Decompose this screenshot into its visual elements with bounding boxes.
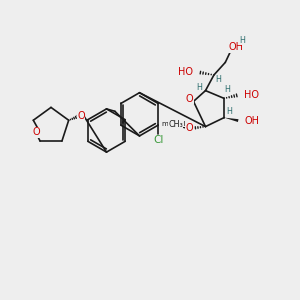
Text: H: H: [215, 75, 221, 84]
Text: Cl: Cl: [154, 135, 164, 145]
Text: CH₃: CH₃: [168, 120, 183, 129]
Text: OH: OH: [244, 116, 259, 126]
Text: O: O: [33, 127, 40, 137]
Text: O: O: [185, 123, 193, 133]
Polygon shape: [224, 118, 238, 122]
Text: H: H: [226, 106, 232, 116]
Text: methyl: methyl: [171, 124, 176, 125]
Text: H: H: [224, 85, 230, 94]
Text: OH: OH: [229, 42, 244, 52]
Text: HO: HO: [244, 90, 259, 100]
Text: H: H: [239, 36, 245, 45]
Text: H: H: [196, 82, 202, 91]
Text: methyl: methyl: [161, 121, 186, 127]
Text: O: O: [185, 94, 193, 104]
Text: O: O: [77, 111, 85, 121]
Text: HO: HO: [178, 67, 193, 77]
